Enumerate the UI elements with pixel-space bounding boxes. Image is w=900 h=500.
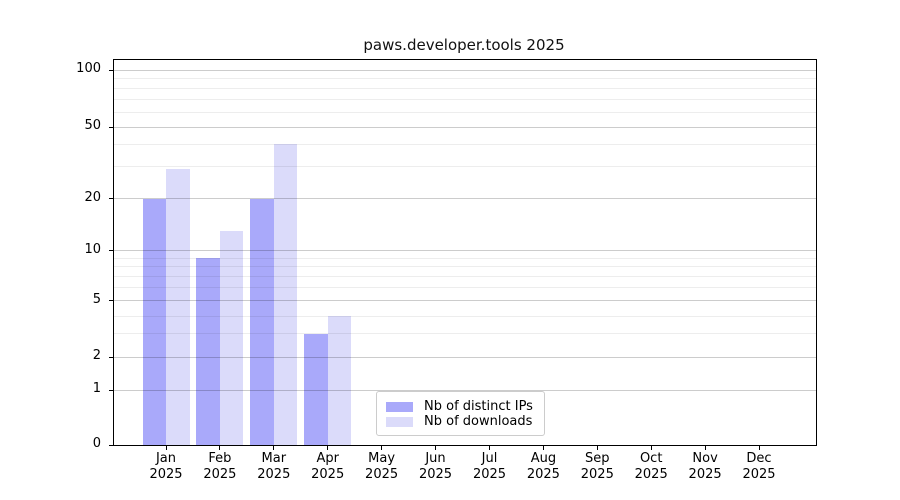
- x-axis-month-label: Sep 2025: [580, 451, 614, 482]
- x-axis-month-label: Dec 2025: [742, 451, 776, 482]
- y-axis-tick-label: 50: [84, 118, 101, 133]
- y-tick-mark: [109, 300, 113, 301]
- x-axis-month-label: Nov 2025: [688, 451, 722, 482]
- bar-downloads: [327, 316, 352, 445]
- legend-label: Nb of downloads: [424, 414, 533, 429]
- y-axis-tick-label: 100: [76, 61, 101, 76]
- bar-distinct-ips: [142, 198, 166, 445]
- y-tick-mark: [109, 356, 113, 358]
- x-axis-month-label: Jan 2025: [149, 451, 183, 482]
- x-tick-mark: [489, 446, 490, 450]
- gridline-minor: [114, 98, 816, 100]
- x-tick-mark: [165, 446, 167, 450]
- gridline-major: [114, 126, 816, 128]
- y-axis-tick-label: 2: [92, 348, 101, 363]
- y-axis-tick-label: 1: [92, 381, 101, 396]
- x-axis-month-label: May 2025: [365, 451, 399, 482]
- y-axis-tick-label: 5: [92, 291, 101, 307]
- x-tick-mark: [219, 446, 221, 450]
- gridline-minor: [114, 78, 816, 80]
- x-axis-month-label: Mar 2025: [257, 451, 291, 482]
- bar-distinct-ips: [304, 333, 328, 445]
- legend-item: Nb of downloads: [386, 414, 535, 429]
- gridline-minor: [114, 166, 816, 168]
- y-axis-tick-label: 10: [84, 241, 101, 257]
- bar-distinct-ips: [250, 198, 274, 445]
- bar-distinct-ips: [196, 258, 220, 445]
- legend-item: Nb of distinct IPs: [386, 399, 535, 414]
- legend-label: Nb of distinct IPs: [424, 399, 533, 414]
- gridline-minor: [114, 87, 816, 89]
- x-tick-mark: [650, 446, 652, 450]
- x-axis-month-label: Feb 2025: [203, 451, 237, 482]
- x-tick-mark: [273, 446, 275, 450]
- x-tick-mark: [435, 446, 436, 450]
- x-axis-month-label: Apr 2025: [311, 451, 345, 482]
- y-axis-tick-label: 20: [84, 189, 101, 205]
- x-axis-month-label: Jun 2025: [418, 451, 453, 482]
- chart-title: paws.developer.tools 2025: [363, 36, 565, 54]
- y-tick-mark: [109, 198, 113, 199]
- gridline-major: [114, 198, 816, 199]
- y-tick-mark: [109, 250, 113, 251]
- gridline-minor: [114, 111, 816, 113]
- x-tick-mark: [381, 446, 383, 450]
- y-tick-mark: [109, 126, 113, 128]
- x-tick-mark: [596, 446, 598, 450]
- legend-swatch-distinct-ips-icon: [386, 401, 413, 412]
- y-tick-mark: [109, 389, 113, 391]
- x-tick-mark: [758, 446, 760, 450]
- x-tick-mark: [542, 446, 544, 450]
- y-tick-mark: [109, 444, 113, 446]
- gridline-minor: [114, 143, 816, 145]
- bar-downloads: [273, 144, 298, 445]
- x-tick-mark: [704, 446, 706, 450]
- bar-downloads: [219, 230, 244, 445]
- plot-area: Jan 2025 Feb 2025 Mar 2025 Apr 2025 May 2025…: [109, 59, 817, 482]
- y-axis-tick-label: 0: [92, 436, 101, 451]
- x-axis-month-label: Aug 2025: [526, 451, 560, 482]
- gridline-major: [114, 69, 816, 71]
- x-axis-month-label: Jul 2025: [472, 451, 507, 482]
- bar-downloads: [166, 169, 190, 445]
- legend-swatch-downloads-icon: [386, 416, 413, 427]
- x-tick-mark: [327, 446, 329, 450]
- x-axis-month-label: Oct 2025: [634, 451, 668, 482]
- legend: Nb of distinct IPs Nb of downloads: [376, 391, 545, 436]
- y-tick-mark: [109, 69, 113, 71]
